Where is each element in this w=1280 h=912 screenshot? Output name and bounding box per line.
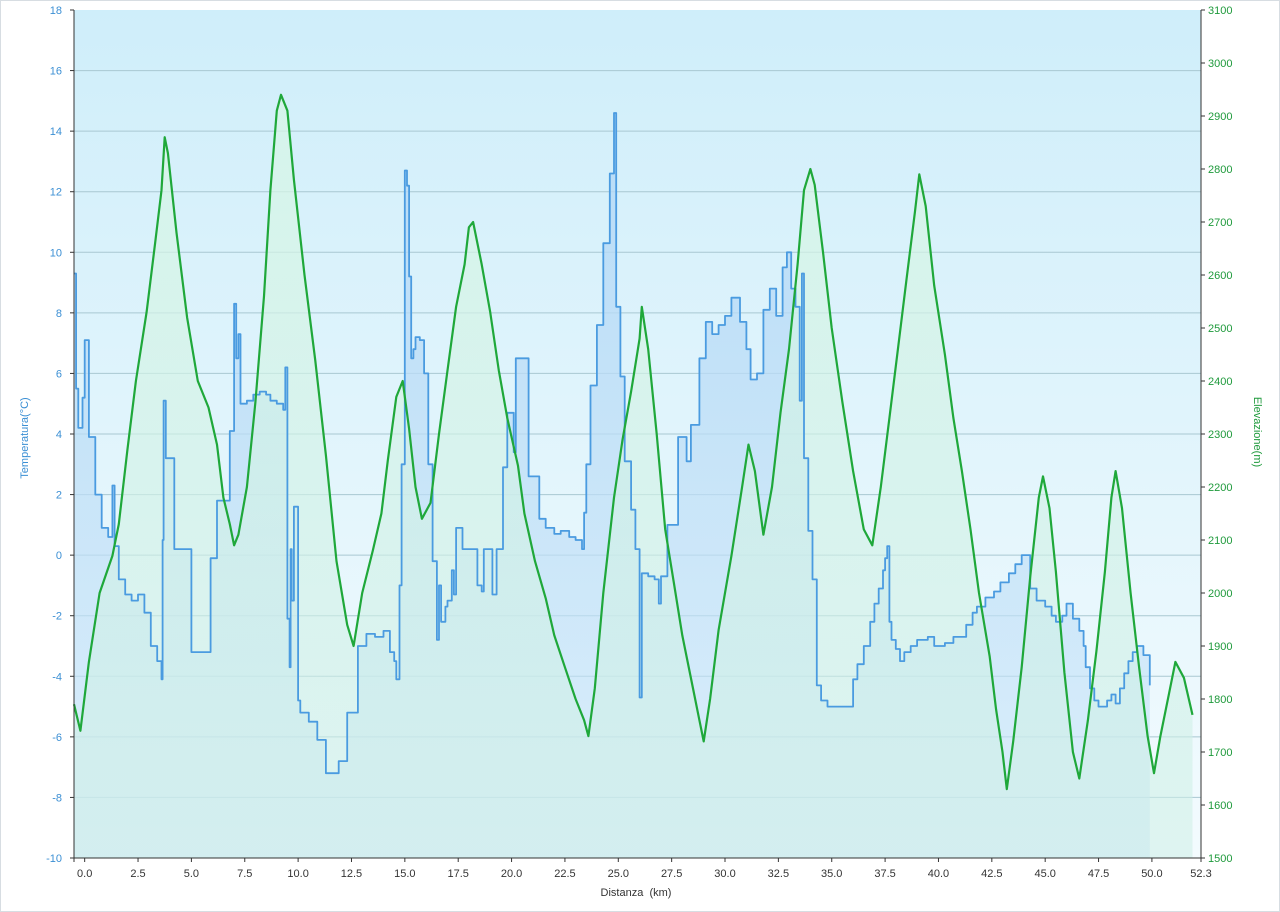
x-tick-label: 42.5 xyxy=(981,868,1002,880)
x-tick-label: 45.0 xyxy=(1034,868,1055,880)
left-tick-label: 2 xyxy=(56,490,62,502)
x-tick-label: 10.0 xyxy=(287,868,308,880)
x-tick-label: 47.5 xyxy=(1088,868,1109,880)
right-tick-label: 2100 xyxy=(1208,535,1232,547)
x-tick-label: 52.3 xyxy=(1190,868,1211,880)
x-tick-label: 15.0 xyxy=(394,868,415,880)
right-tick-label: 2900 xyxy=(1208,111,1232,123)
left-tick-label: 18 xyxy=(50,5,62,17)
right-tick-label: 2400 xyxy=(1208,376,1232,388)
x-tick-label: 32.5 xyxy=(768,868,789,880)
left-tick-label: 12 xyxy=(50,187,62,199)
left-tick-label: 4 xyxy=(56,429,62,441)
right-tick-label: 1600 xyxy=(1208,800,1232,812)
x-axis-ticks: 0.0 2.5 5.0 7.5 10.0 12.5 15.0 17.5 20.0 22.5 25.0… xyxy=(77,868,1212,880)
left-tick-label: 0 xyxy=(56,550,62,562)
x-tick-label: 22.5 xyxy=(554,868,575,880)
right-tick-label: 1500 xyxy=(1208,853,1232,865)
left-tick-label: 16 xyxy=(50,66,62,78)
x-tick-label: 35.0 xyxy=(821,868,842,880)
x-tick-label: 27.5 xyxy=(661,868,682,880)
right-tick-label: 1700 xyxy=(1208,747,1232,759)
x-tick-label: 17.5 xyxy=(447,868,468,880)
axes xyxy=(70,9,1205,862)
right-tick-label: 3000 xyxy=(1208,58,1232,70)
x-tick-label: 37.5 xyxy=(874,868,895,880)
x-tick-label: 30.0 xyxy=(714,868,735,880)
x-tick-label: 50.0 xyxy=(1141,868,1162,880)
right-tick-label: 1900 xyxy=(1208,641,1232,653)
right-axis-ticks: 3100 3000 2900 2800 2700 2600 2500 2400 2300 2200… xyxy=(1208,5,1232,865)
right-tick-label: 3100 xyxy=(1208,5,1232,17)
x-tick-label: 5.0 xyxy=(184,868,199,880)
right-tick-label: 2200 xyxy=(1208,482,1232,494)
right-tick-label: 2800 xyxy=(1208,164,1232,176)
left-axis-ticks: 18 16 14 12 10 8 6 4 2 0 -2 -4 -6 -8 -10 xyxy=(46,5,62,865)
left-tick-label: -10 xyxy=(46,853,62,865)
right-tick-label: 2500 xyxy=(1208,323,1232,335)
elevation-area xyxy=(74,94,1193,859)
toolbar-strip-1 xyxy=(1021,0,1141,1)
left-tick-label: 14 xyxy=(50,126,62,138)
x-tick-label: 40.0 xyxy=(928,868,949,880)
x-tick-label: 2.5 xyxy=(130,868,145,880)
temperature-line xyxy=(74,112,1151,775)
x-tick-label: 0.0 xyxy=(77,868,92,880)
x-tick-label: 25.0 xyxy=(608,868,629,880)
left-tick-label: -6 xyxy=(52,732,62,744)
x-tick-label: 20.0 xyxy=(501,868,522,880)
series-areas xyxy=(74,94,1193,859)
y-axis-title: Temperatura(°C) xyxy=(19,397,31,478)
left-tick-label: 6 xyxy=(56,368,62,380)
elevation-line xyxy=(72,93,1194,791)
right-tick-label: 2000 xyxy=(1208,588,1232,600)
left-tick-label: -4 xyxy=(52,671,62,683)
left-tick-label: 10 xyxy=(50,247,62,259)
right-tick-label: 2300 xyxy=(1208,429,1232,441)
left-tick-label: -2 xyxy=(52,611,62,623)
right-tick-label: 1800 xyxy=(1208,694,1232,706)
left-tick-label: -8 xyxy=(52,792,62,804)
right-tick-label: 2700 xyxy=(1208,217,1232,229)
x-tick-label: 7.5 xyxy=(237,868,252,880)
x-axis-title: Distanza (km) xyxy=(601,887,672,899)
toolbar-strip-2 xyxy=(1149,0,1269,1)
series-lines xyxy=(72,93,1194,791)
right-tick-label: 2600 xyxy=(1208,270,1232,282)
left-tick-label: 8 xyxy=(56,308,62,320)
y2-axis-title: Elevazione(m) xyxy=(1251,397,1263,467)
x-tick-label: 12.5 xyxy=(341,868,362,880)
